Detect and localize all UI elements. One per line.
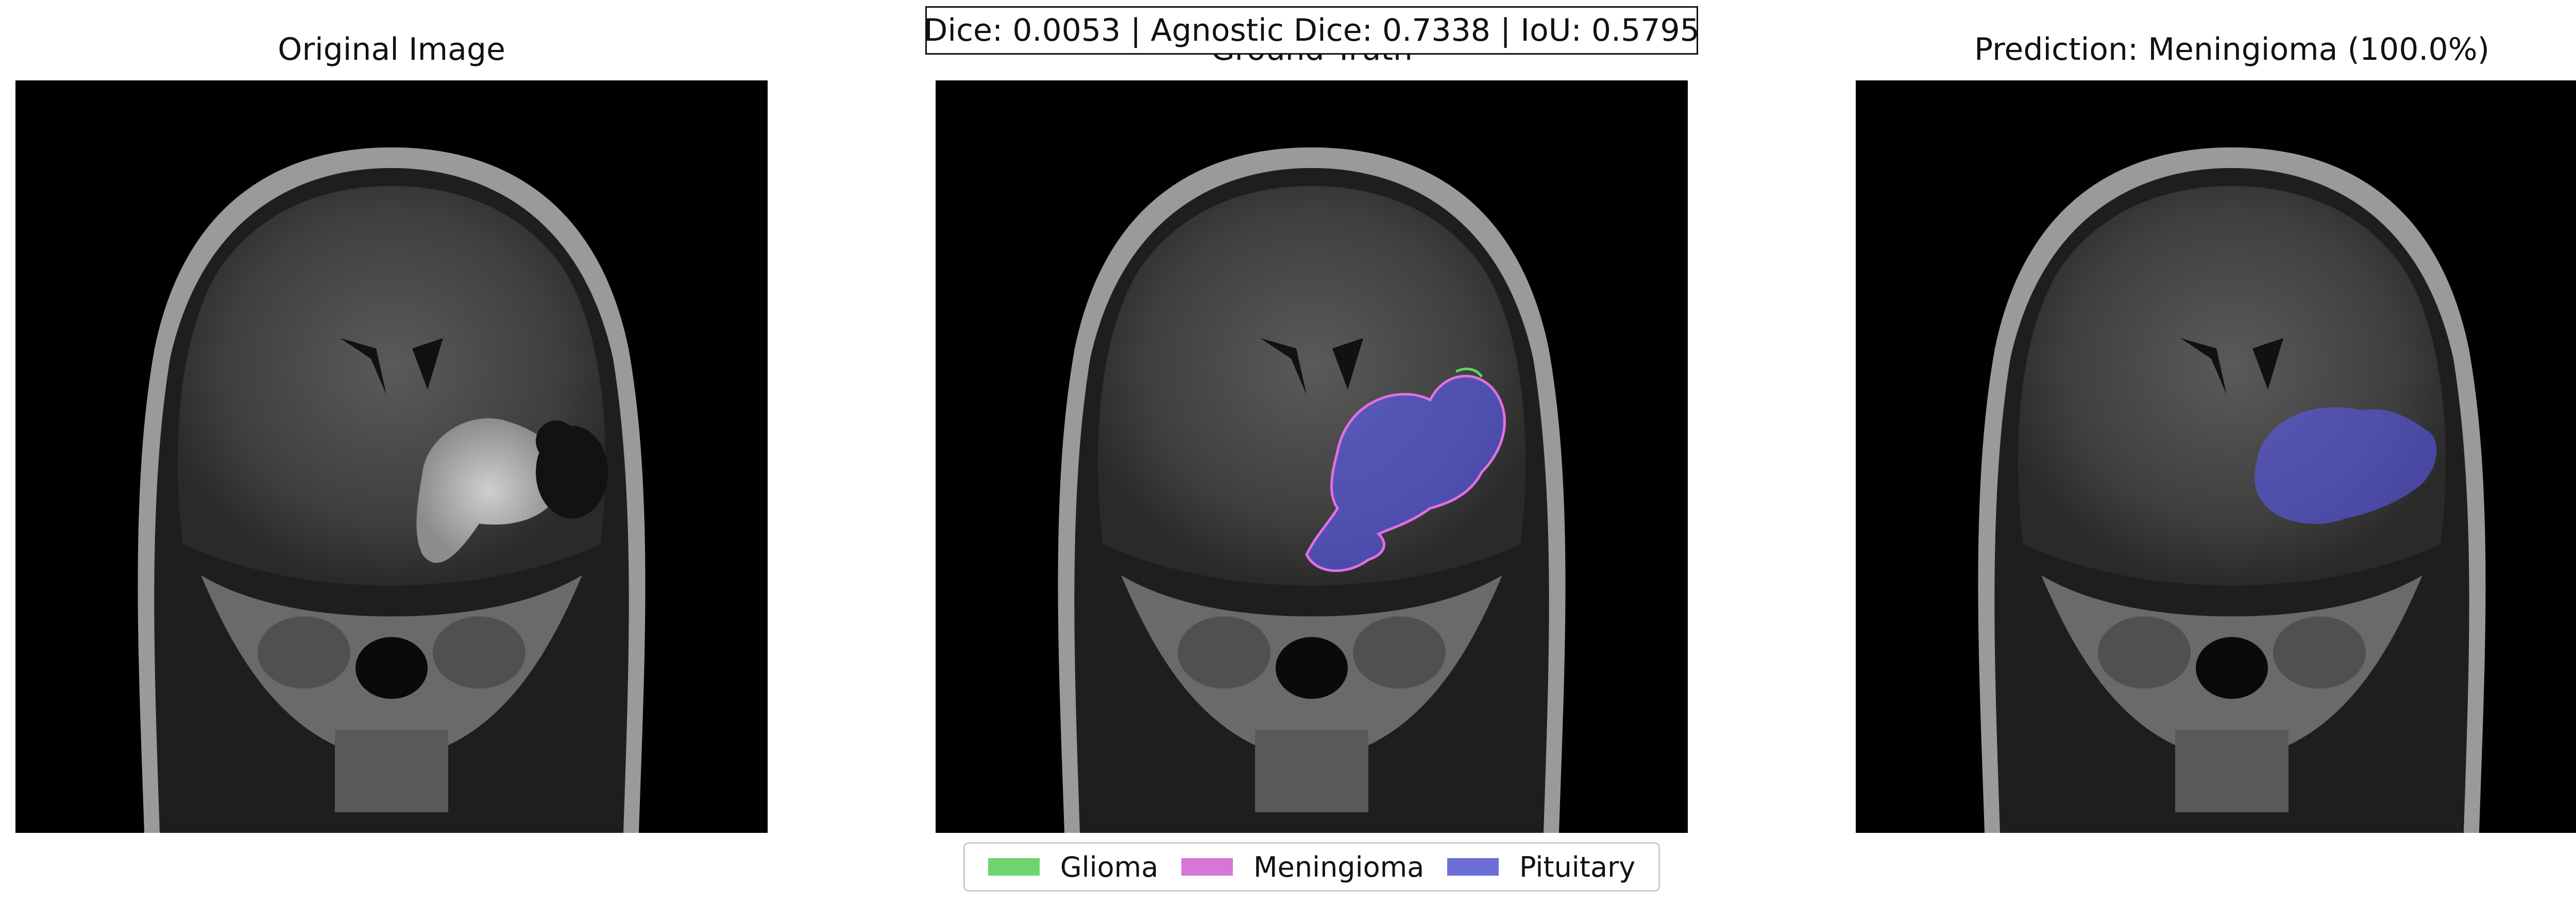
segmentation-mask-pituitary — [1305, 375, 1506, 572]
prediction-image — [1856, 80, 2576, 833]
metrics-annotation: Dice: 0.0053 | Agnostic Dice: 0.7338 | I… — [924, 6, 1700, 55]
legend-item-glioma: Glioma — [988, 850, 1159, 883]
legend-item-pituitary: Pituitary — [1447, 851, 1635, 883]
original-mri-image — [15, 80, 768, 833]
panel-title-prediction: Prediction: Meningioma (100.0%) — [1974, 31, 2490, 68]
ground-truth-image — [936, 80, 1688, 833]
prediction-mask-meningioma — [2255, 407, 2437, 524]
legend: Glioma Meningioma Pituitary — [963, 842, 1660, 892]
mri-scan-prediction — [1978, 147, 2486, 833]
legend-label-meningioma: Meningioma — [1253, 850, 1425, 883]
legend-item-meningioma: Meningioma — [1181, 851, 1424, 883]
legend-label-pituitary: Pituitary — [1519, 850, 1636, 883]
meningioma-swatch — [1181, 858, 1233, 876]
mri-scan-original — [138, 147, 646, 833]
legend-label-glioma: Glioma — [1060, 850, 1159, 883]
glioma-swatch — [988, 858, 1040, 876]
mri-scan-ground-truth — [1058, 147, 1566, 833]
panel-title-original: Original Image — [278, 31, 505, 68]
pituitary-swatch — [1447, 858, 1499, 876]
